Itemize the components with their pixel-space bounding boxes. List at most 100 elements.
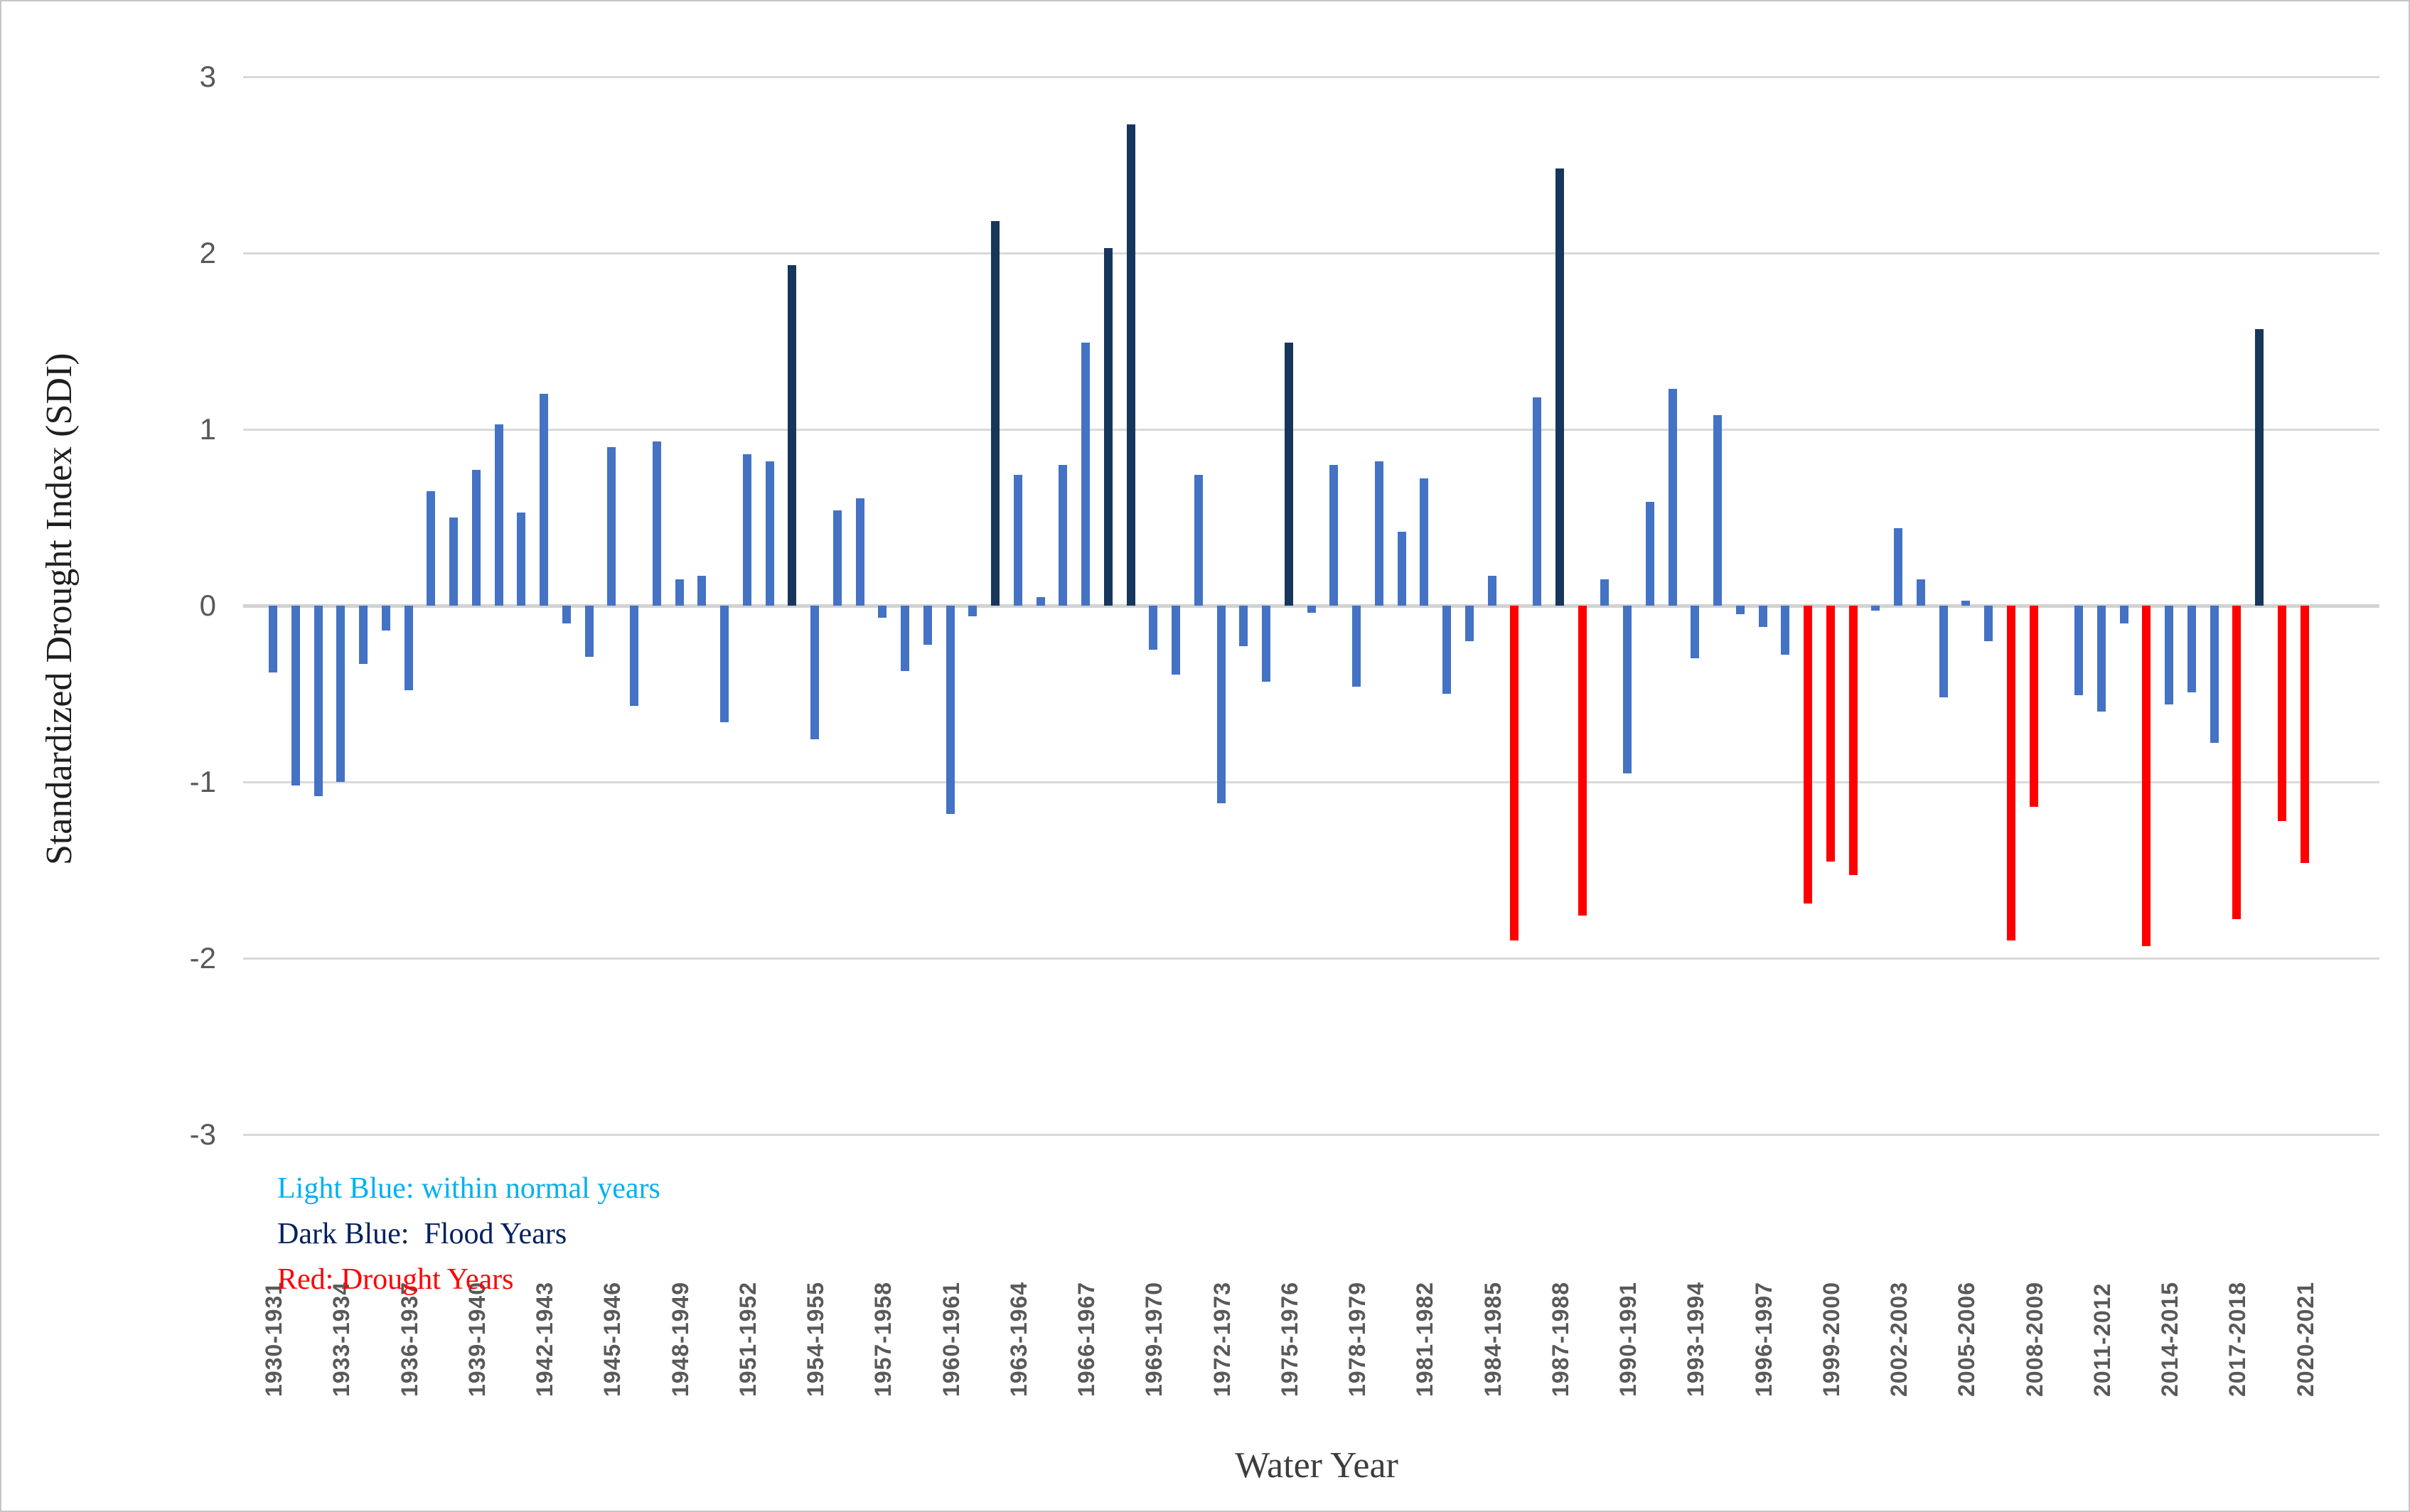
bar-1997-1998: [1781, 606, 1790, 655]
x-tick-label-text: 2005-2006: [1954, 1281, 1980, 1397]
bar-1942-1943: [540, 394, 548, 606]
x-tick-label-text: 1969-1970: [1141, 1281, 1167, 1397]
bar-2005-2006: [1961, 600, 1971, 606]
bar-1934-1935: [359, 606, 368, 664]
bar-1959-1960: [923, 606, 932, 645]
bar-2007-2008: [2006, 606, 2015, 941]
gridline: [243, 428, 2379, 431]
bar-2012-2013: [2119, 606, 2128, 623]
bar-1996-1997: [1758, 606, 1767, 627]
bar-2004-2005: [1939, 606, 1948, 697]
x-tick-label: 1948-1949: [667, 1230, 693, 1397]
bar-1993-1994: [1691, 606, 1700, 659]
bar-1964-1965: [1036, 596, 1045, 606]
bar-1965-1966: [1059, 464, 1068, 606]
bar-2002-2003: [1894, 527, 1902, 606]
x-tick-label: 1978-1979: [1344, 1230, 1370, 1397]
bar-2019-2020: [2277, 606, 2286, 821]
x-tick-label-text: 1957-1958: [870, 1281, 896, 1397]
bar-1958-1959: [901, 606, 909, 671]
x-tick-label: 2011-2012: [2089, 1230, 2115, 1397]
bar-1976-1977: [1307, 606, 1316, 613]
x-tick-label-text: 1951-1952: [734, 1281, 761, 1397]
x-tick-label-text: 1966-1967: [1073, 1281, 1099, 1397]
bar-1988-1989: [1578, 606, 1587, 916]
bar-2011-2012: [2096, 606, 2106, 712]
legend: Light Blue: within normal years Dark Blu…: [277, 1166, 660, 1302]
x-tick-label-text: 2002-2003: [1886, 1281, 1912, 1397]
bar-1986-1987: [1533, 397, 1541, 606]
bar-1956-1957: [855, 498, 864, 606]
y-tick-label: -3: [189, 1117, 216, 1151]
bar-1954-1955: [810, 606, 819, 740]
x-tick-label: 1957-1958: [870, 1230, 896, 1397]
x-tick-label-text: 1987-1988: [1547, 1281, 1573, 1397]
x-tick-label: 1984-1985: [1480, 1230, 1506, 1397]
x-axis-title: Water Year: [1235, 1445, 1398, 1486]
x-tick-label-text: 2008-2009: [2021, 1281, 2047, 1397]
x-tick-label-text: 1999-2000: [1818, 1281, 1844, 1397]
y-tick-label: -1: [189, 765, 216, 798]
bar-1950-1951: [720, 606, 729, 722]
x-tick-label: 1969-1970: [1141, 1230, 1167, 1397]
x-tick-label-text: 1975-1976: [1276, 1281, 1302, 1397]
y-tick-label: 2: [199, 236, 216, 269]
bar-1969-1970: [1149, 606, 1158, 650]
bar-1983-1984: [1464, 606, 1474, 641]
bar-1974-1975: [1262, 606, 1270, 682]
bar-2003-2004: [1916, 579, 1925, 606]
bar-1968-1969: [1126, 124, 1135, 606]
bar-1952-1953: [765, 461, 774, 606]
y-tick-label: 0: [199, 589, 216, 622]
x-tick-label-text: 1948-1949: [667, 1281, 693, 1397]
x-tick-label: 1972-1973: [1209, 1230, 1235, 1397]
x-tick-label-text: 1981-1982: [1412, 1281, 1438, 1397]
x-tick-label: 2020-2021: [2292, 1230, 2318, 1397]
x-tick-label: 1990-1991: [1615, 1230, 1641, 1397]
bar-1973-1974: [1239, 606, 1248, 647]
x-tick-label-text: 1990-1991: [1615, 1281, 1641, 1397]
gridline: [243, 252, 2379, 254]
bar-1933-1934: [336, 606, 346, 782]
gridline: [243, 1133, 2379, 1136]
bar-1990-1991: [1623, 606, 1632, 773]
bar-1938-1939: [449, 518, 458, 606]
x-tick-label-text: 1993-1994: [1683, 1281, 1709, 1397]
x-tick-label-text: 1996-1997: [1750, 1281, 1777, 1397]
bar-1977-1978: [1329, 464, 1339, 606]
bar-1941-1942: [517, 512, 526, 606]
gridline: [243, 957, 2379, 960]
bar-1957-1958: [878, 606, 887, 618]
x-tick-label-text: 1972-1973: [1209, 1281, 1235, 1397]
x-tick-label-text: 1978-1979: [1344, 1281, 1370, 1397]
bar-1979-1980: [1374, 461, 1383, 606]
bar-1963-1964: [1013, 475, 1022, 606]
y-tick-label: -2: [189, 941, 216, 975]
bar-1998-1999: [1804, 606, 1812, 904]
x-tick-label: 1987-1988: [1547, 1230, 1573, 1397]
bar-2018-2019: [2255, 328, 2264, 606]
x-tick-label: 2014-2015: [2157, 1230, 2183, 1397]
x-tick-label: 2017-2018: [2224, 1230, 2251, 1397]
bar-1946-1947: [630, 606, 638, 707]
bar-1944-1945: [584, 606, 594, 657]
x-tick-label: 1993-1994: [1683, 1230, 1709, 1397]
bar-1951-1952: [742, 454, 751, 606]
x-tick-label: 1966-1967: [1073, 1230, 1099, 1397]
x-tick-label: 1951-1952: [734, 1230, 761, 1397]
bar-1994-1995: [1713, 415, 1722, 606]
bar-1967-1968: [1103, 247, 1113, 606]
bar-1953-1954: [788, 265, 797, 606]
bar-2006-2007: [1984, 606, 1993, 641]
bar-1932-1933: [314, 606, 323, 796]
x-tick-label-text: 1963-1964: [1005, 1281, 1032, 1397]
x-tick-label: 1954-1955: [803, 1230, 828, 1397]
bar-1978-1979: [1352, 606, 1361, 687]
bar-1962-1963: [991, 221, 1000, 606]
bar-1989-1990: [1600, 579, 1610, 606]
bar-1984-1985: [1487, 575, 1496, 606]
x-tick-label-text: 2020-2021: [2292, 1281, 2318, 1397]
x-tick-label-text: 2017-2018: [2224, 1281, 2251, 1397]
gridline: [243, 75, 2379, 78]
